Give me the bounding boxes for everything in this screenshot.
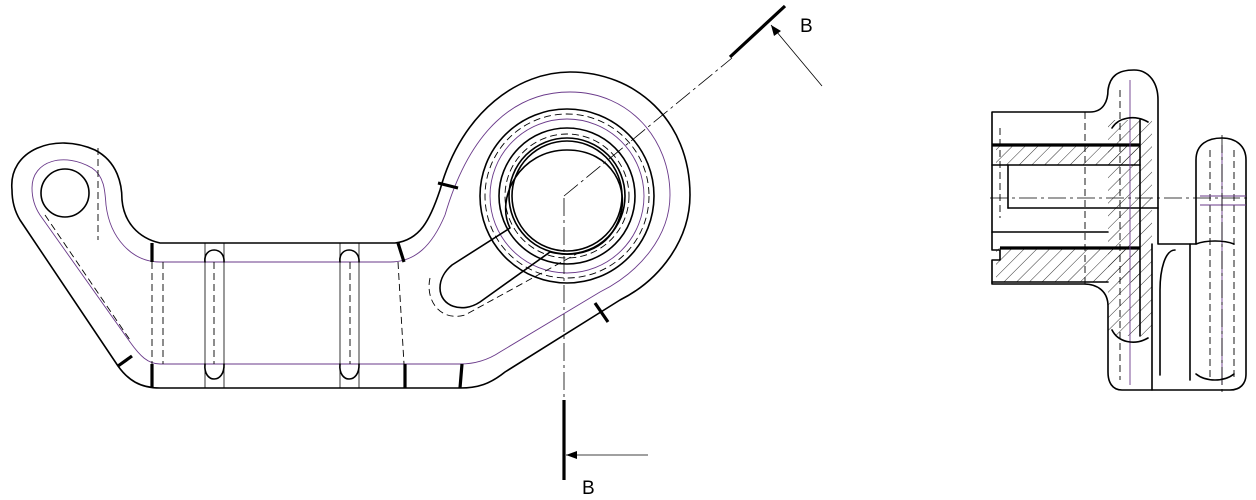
bore-ring-inner <box>511 140 623 252</box>
bore-ring-outer <box>498 127 636 265</box>
section-mark-top: B <box>728 4 823 87</box>
section-hatch-upper <box>996 145 1140 165</box>
front-view <box>11 57 733 400</box>
lever-outer-outline <box>11 71 691 389</box>
section-label-bottom: B <box>582 478 595 499</box>
boss-ring-hidden <box>484 113 650 279</box>
section-hatch-lower <box>996 248 1140 282</box>
keyhole-slot <box>439 149 624 309</box>
bore-ring-hidden <box>504 133 630 259</box>
left-arm-hidden-edge <box>44 148 131 341</box>
section-mark-bottom: B <box>562 400 648 499</box>
pivot-hole <box>40 168 90 218</box>
boss-ring-tangent <box>489 118 645 274</box>
side-section-view <box>990 69 1250 395</box>
rib-sections <box>117 181 610 389</box>
bore-ring-mid <box>508 137 626 255</box>
section-diagonal-centerline <box>563 57 733 197</box>
boss-ring-outer <box>479 108 655 284</box>
side-body-outline <box>991 69 1247 391</box>
keyhole-hidden <box>428 251 581 317</box>
section-label-top: B <box>800 16 813 37</box>
lever-tangent-edge <box>31 91 671 365</box>
